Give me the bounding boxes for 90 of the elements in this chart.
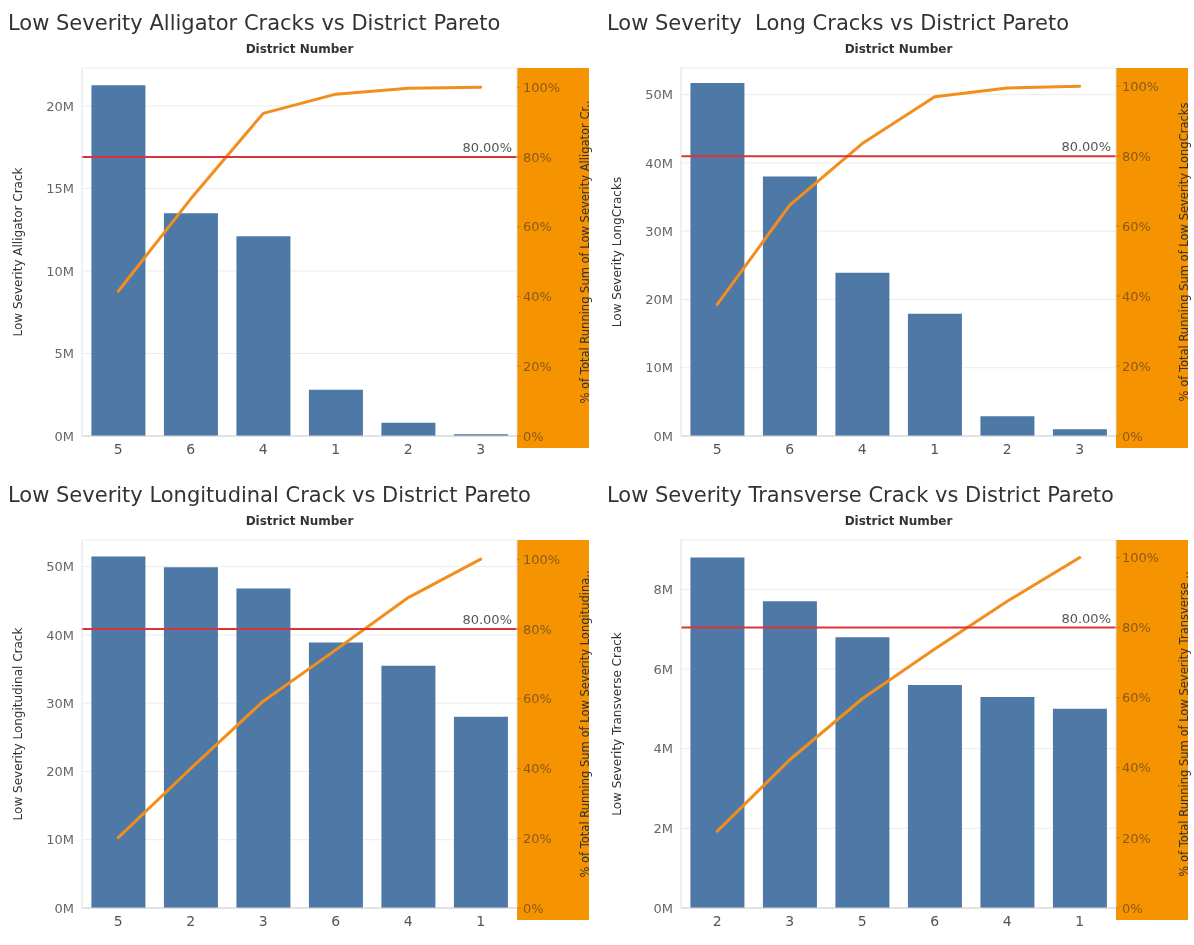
x-tick-label: 3 [1075, 440, 1085, 457]
x-tick-label: 1 [1075, 912, 1085, 929]
y2-axis-title: % of Total Running Sum of Low Severity Alligator Cr.. [578, 100, 593, 404]
y-tick-label: 10M [645, 360, 673, 376]
x-tick-label: 6 [331, 912, 341, 929]
x-axis-title: District Number [244, 514, 355, 530]
x-axis-title: District Number [244, 42, 355, 58]
x-tick-label: 5 [113, 912, 123, 929]
y-tick-label: 5M [54, 346, 74, 362]
y2-tick-label: 100% [523, 79, 561, 95]
ref-line-label: 80.00% [1061, 139, 1111, 155]
x-tick-label: 5 [113, 440, 123, 457]
y-axis-title: Low Severity Transverse Crack [610, 632, 625, 816]
x-tick-label: 4 [1002, 912, 1012, 929]
y2-tick-label: 0% [523, 428, 544, 444]
y-tick-label: 30M [645, 223, 673, 239]
y-tick-label: 6M [653, 661, 673, 677]
y-tick-label: 4M [653, 741, 673, 757]
y2-tick-label: 80% [1122, 620, 1151, 636]
y2-tick-label: 40% [523, 289, 552, 305]
y2-tick-label: 100% [523, 551, 561, 567]
y2-tick-label: 20% [523, 358, 552, 374]
x-tick-label: 1 [331, 440, 341, 457]
y2-tick-label: 20% [1122, 358, 1151, 374]
y2-tick-label: 40% [1122, 760, 1151, 776]
y-tick-label: 0M [653, 428, 673, 444]
y-tick-label: 30M [46, 695, 74, 711]
x-tick-label: 2 [712, 912, 722, 929]
y-tick-label: 40M [645, 155, 673, 171]
y-tick-label: 0M [54, 428, 74, 444]
y-tick-label: 15M [46, 181, 74, 197]
y-axis-title: Low Severity Alligator Crack [11, 167, 26, 337]
ref-line-label: 80.00% [1061, 610, 1111, 626]
y-tick-label: 20M [645, 292, 673, 308]
y2-tick-label: 100% [1122, 78, 1160, 94]
x-tick-label: 6 [186, 440, 196, 457]
y-tick-label: 8M [653, 582, 673, 597]
x-tick-label: 5 [712, 440, 722, 457]
y-tick-label: 20M [46, 764, 74, 780]
x-tick-label: 3 [476, 440, 486, 457]
y2-tick-label: 60% [523, 219, 552, 235]
x-tick-label: 1 [930, 440, 940, 457]
y2-axis-title: % of Total Running Sum of Low Severity LongCracks [1177, 102, 1192, 402]
y-tick-label: 2M [653, 820, 673, 836]
x-tick-label: 6 [785, 440, 795, 457]
x-tick-label: 3 [258, 912, 268, 929]
x-tick-label: 4 [403, 912, 413, 929]
x-tick-label: 4 [857, 440, 867, 457]
y2-tick-label: 0% [1122, 900, 1143, 916]
chart-title: Low Severity Alligator Cracks vs District Pareto [8, 10, 502, 37]
x-tick-label: 2 [186, 912, 196, 929]
y2-tick-label: 60% [523, 691, 552, 707]
y2-tick-label: 0% [523, 900, 544, 916]
y2-tick-label: 100% [1122, 550, 1160, 566]
y-tick-label: 50M [46, 559, 74, 575]
chart-title: Low Severity Transverse Crack vs District Pareto [607, 482, 1115, 509]
y2-tick-label: 20% [1122, 830, 1151, 846]
y-axis-title: Low Severity Longitudinal Crack [11, 627, 26, 821]
y2-axis-title: % of Total Running Sum of Low Severity Longitudina.. [578, 570, 593, 878]
y2-tick-label: 20% [523, 830, 552, 846]
y2-tick-label: 80% [523, 621, 552, 637]
x-tick-label: 5 [857, 912, 867, 929]
x-tick-label: 6 [930, 912, 940, 929]
y2-tick-label: 60% [1122, 690, 1151, 706]
y-tick-label: 10M [46, 263, 74, 279]
y-axis-title: Low Severity LongCracks [610, 176, 625, 328]
x-tick-label: 1 [476, 912, 486, 929]
x-tick-label: 3 [785, 912, 795, 929]
chart-title: Low Severity Long Cracks vs District Pareto [607, 10, 1070, 37]
x-tick-label: 4 [258, 440, 268, 457]
x-axis-title: District Number [843, 514, 954, 530]
x-tick-label: 2 [403, 440, 413, 457]
y2-tick-label: 60% [1122, 218, 1151, 234]
y-tick-label: 40M [46, 627, 74, 643]
y2-axis-title: % of Total Running Sum of Low Severity Transverse .. [1177, 571, 1192, 877]
y2-tick-label: 80% [523, 149, 552, 165]
ref-line-label: 80.00% [462, 611, 512, 627]
y-tick-label: 0M [54, 900, 74, 916]
chart-title: Low Severity Longitudinal Crack vs District Pareto [8, 482, 532, 509]
y-tick-label: 50M [645, 87, 673, 103]
y2-tick-label: 80% [1122, 148, 1151, 164]
y2-tick-label: 0% [1122, 428, 1143, 444]
y-tick-label: 10M [46, 832, 74, 848]
y2-tick-label: 40% [523, 761, 552, 777]
y-tick-label: 0M [653, 900, 673, 916]
ref-line-label: 80.00% [462, 139, 512, 155]
y2-tick-label: 40% [1122, 288, 1151, 304]
x-axis-title: District Number [843, 42, 954, 58]
x-tick-label: 2 [1002, 440, 1012, 457]
y-tick-label: 20M [46, 98, 74, 114]
